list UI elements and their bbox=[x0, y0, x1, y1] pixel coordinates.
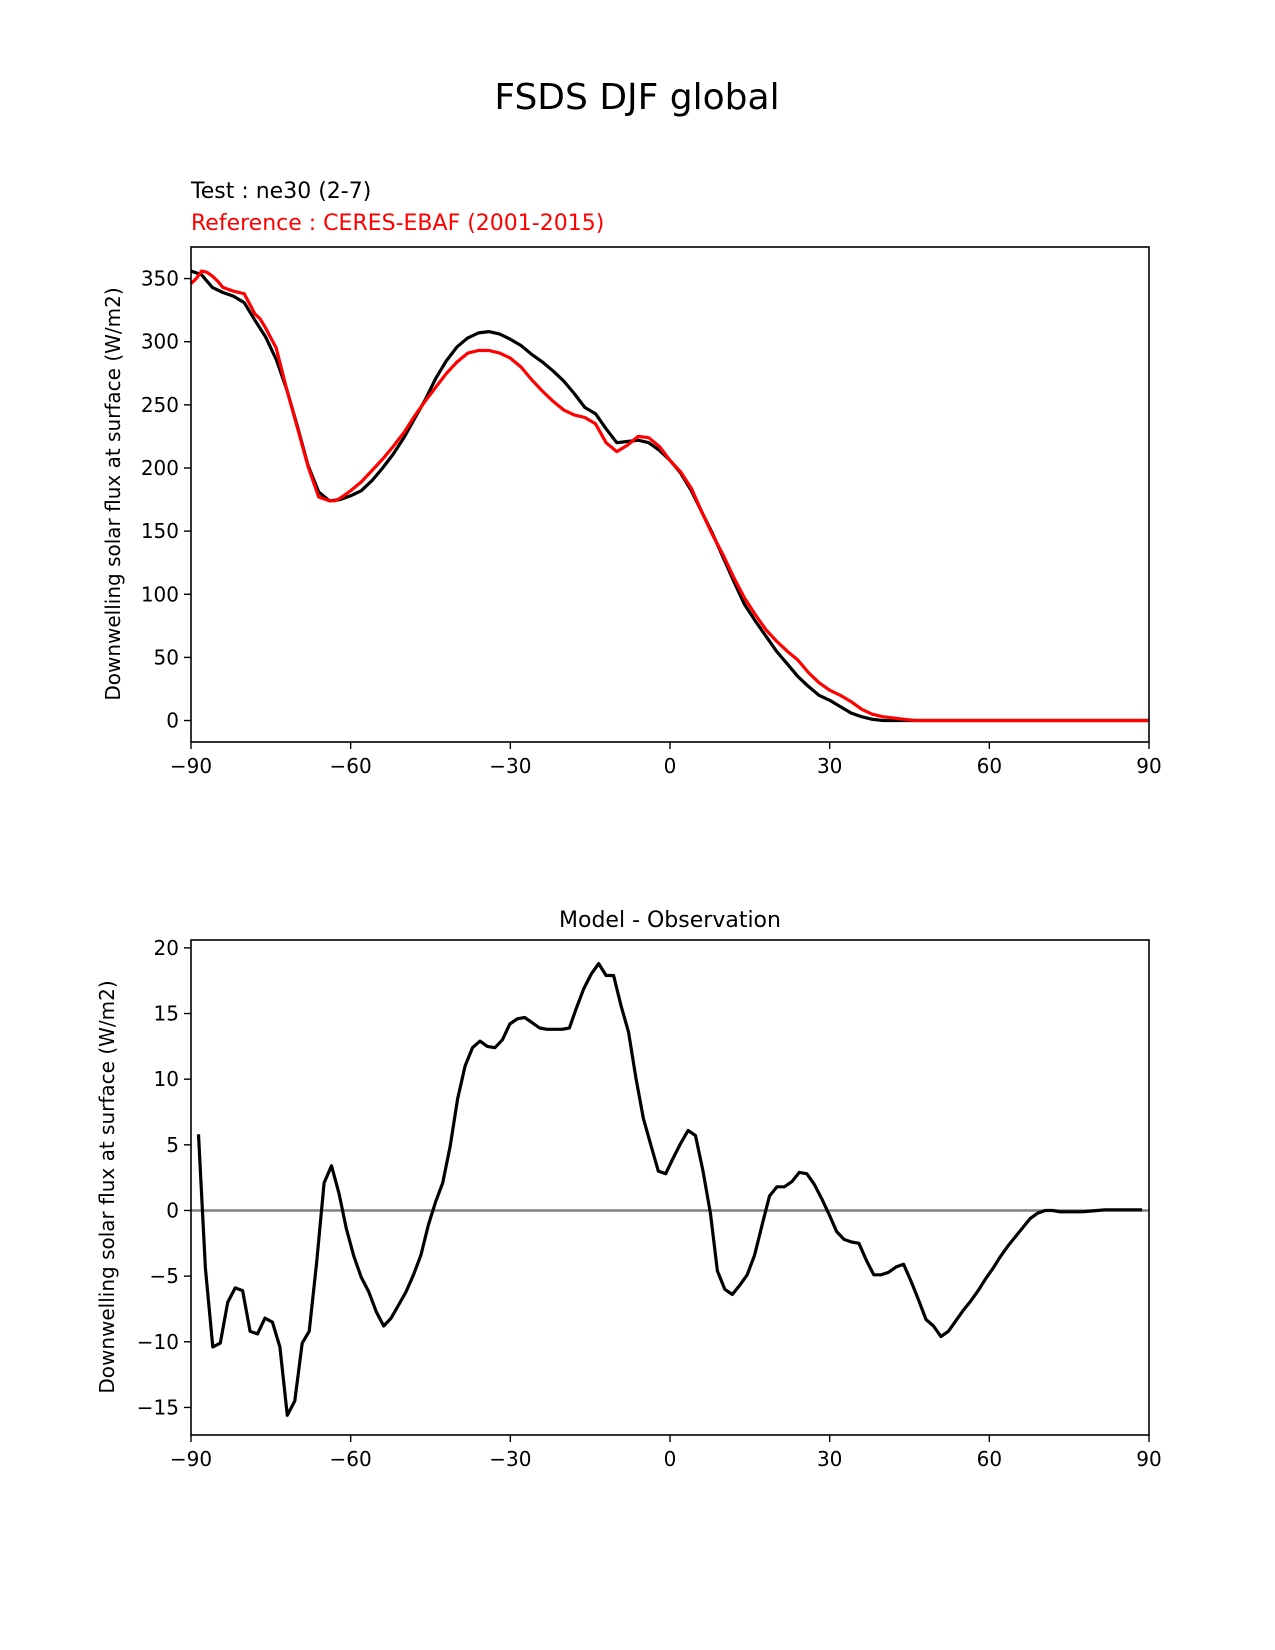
diff-xtick-label: 60 bbox=[977, 1447, 1002, 1471]
difference-ticks: −90 −60 −30 0 30 60 90 −15 −10 −5 0 5 10 15 20 bbox=[137, 936, 1162, 1471]
flux-ytick-label: 50 bbox=[154, 645, 179, 669]
difference-title: Model - Observation bbox=[559, 908, 781, 933]
reference-label: Reference : CERES-EBAF (2001-2015) bbox=[191, 211, 604, 236]
flux-ytick-label: 250 bbox=[141, 393, 179, 417]
flux-xtick-label: −60 bbox=[330, 754, 372, 778]
difference-lines bbox=[191, 962, 1149, 1417]
diff-ytick-label: 10 bbox=[154, 1067, 179, 1091]
flux-xtick-label: 90 bbox=[1136, 754, 1161, 778]
difference-axes-frame bbox=[190, 939, 1150, 1436]
diff-ytick-label: 5 bbox=[166, 1133, 179, 1157]
flux-ytick-label: 350 bbox=[141, 267, 179, 291]
flux-profile-ticks: −90 −60 −30 0 30 60 90 0 50 100 150 200 250 300 350 bbox=[141, 267, 1162, 778]
flux-series-line-1 bbox=[189, 269, 1149, 723]
diff-xtick-label: −90 bbox=[170, 1447, 212, 1471]
flux-profile-ylabel: Downwelling solar flux at surface (W/m2) bbox=[101, 287, 125, 700]
flux-profile-lines bbox=[189, 269, 1149, 723]
diff-xtick-label: 30 bbox=[817, 1447, 842, 1471]
flux-ytick-label: 100 bbox=[141, 582, 179, 606]
flux-profile-panel: −90 −60 −30 0 30 60 90 0 50 100 150 200 250 300 350 Do… bbox=[101, 246, 1162, 778]
flux-series-line-0 bbox=[190, 269, 1149, 723]
flux-xtick-label: −90 bbox=[170, 754, 212, 778]
diff-ytick-label: −10 bbox=[137, 1330, 179, 1354]
flux-ytick-label: 150 bbox=[141, 519, 179, 543]
diff-ytick-label: −5 bbox=[150, 1264, 179, 1288]
diff-xtick-label: 0 bbox=[664, 1447, 677, 1471]
flux-xtick-label: 30 bbox=[817, 754, 842, 778]
figure-title: FSDS DJF global bbox=[494, 77, 779, 118]
flux-profile-axes-frame bbox=[190, 246, 1150, 743]
diff-ytick-label: 20 bbox=[154, 936, 179, 960]
flux-xtick-label: 60 bbox=[977, 754, 1002, 778]
difference-panel: Model - Observation −90 −60 −30 0 30 60 90−15−… bbox=[95, 908, 1162, 1471]
flux-ytick-label: 300 bbox=[141, 330, 179, 354]
diff-ytick-label: 15 bbox=[154, 1002, 179, 1026]
difference-ylabel: Downwelling solar flux at surface (W/m2) bbox=[95, 980, 119, 1393]
diff-ytick-label: 0 bbox=[166, 1198, 179, 1222]
flux-ytick-label: 0 bbox=[166, 709, 179, 733]
diff-series-line-0 bbox=[196, 962, 1143, 1417]
flux-xtick-label: −30 bbox=[489, 754, 531, 778]
diff-xtick-label: 90 bbox=[1136, 1447, 1161, 1471]
test-label: Test : ne30 (2-7) bbox=[190, 179, 371, 204]
flux-ytick-label: 200 bbox=[141, 456, 179, 480]
diff-xtick-label: −60 bbox=[330, 1447, 372, 1471]
diff-ytick-label: −15 bbox=[137, 1395, 179, 1419]
diff-xtick-label: −30 bbox=[489, 1447, 531, 1471]
flux-xtick-label: 0 bbox=[664, 754, 677, 778]
